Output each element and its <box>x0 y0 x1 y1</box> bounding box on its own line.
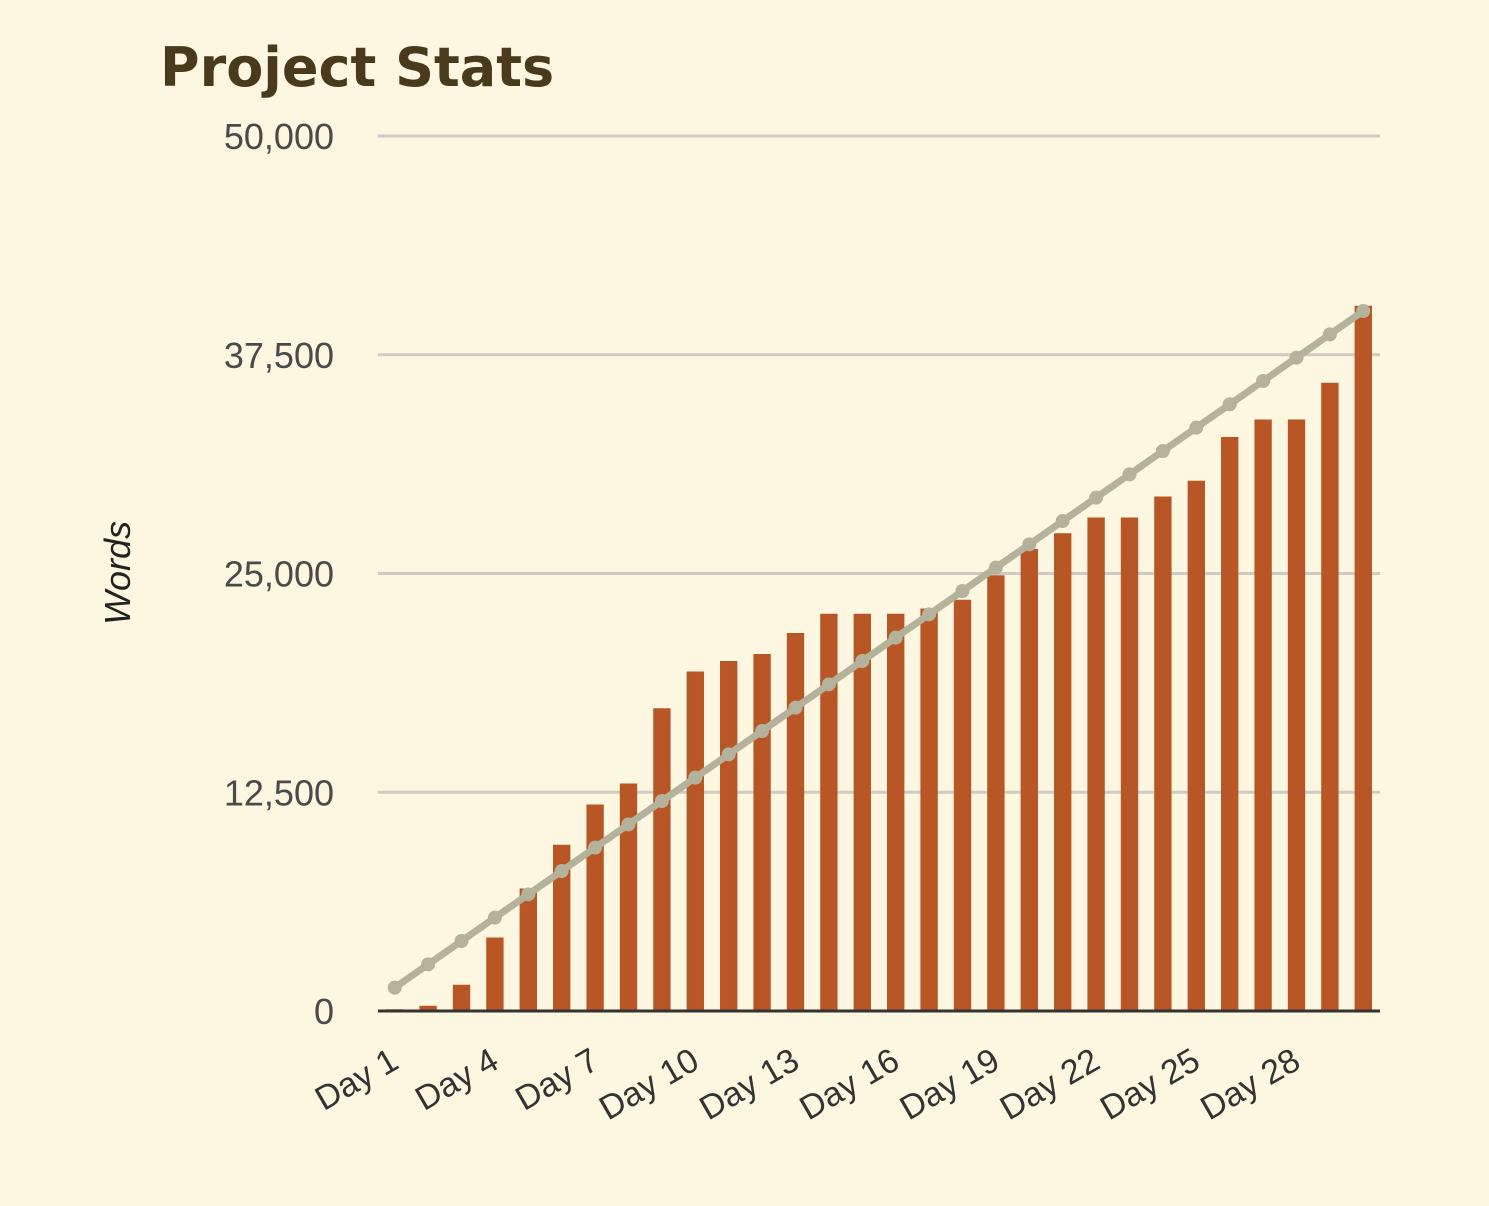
line-point <box>821 677 836 692</box>
line-point <box>454 934 469 948</box>
x-tick-label: Day 25 <box>1094 1041 1206 1128</box>
bar <box>1254 419 1272 1011</box>
line-point <box>421 957 436 972</box>
line-point <box>855 654 870 668</box>
line-path <box>392 308 1366 991</box>
bar <box>920 608 938 1011</box>
bar <box>586 804 604 1011</box>
bar <box>553 844 571 1011</box>
line-point <box>1222 397 1237 412</box>
bar <box>486 937 504 1011</box>
line-point <box>387 980 402 995</box>
bar <box>1087 517 1105 1011</box>
line-point <box>688 770 703 785</box>
bar <box>686 671 704 1011</box>
y-axis-label: Words <box>97 521 138 625</box>
bar <box>820 613 838 1011</box>
bar <box>1120 517 1139 1011</box>
line-point <box>654 794 669 808</box>
line-series <box>387 304 1371 995</box>
line-point <box>788 700 803 715</box>
bar <box>519 888 537 1011</box>
bar <box>953 599 972 1011</box>
x-tick-label: Day 13 <box>693 1041 805 1128</box>
x-tick-label: Day 10 <box>593 1041 705 1128</box>
bar <box>1187 480 1205 1011</box>
y-tick-label: 0 <box>314 991 334 1032</box>
bar <box>1221 437 1239 1011</box>
bar <box>786 633 805 1011</box>
line-point <box>621 817 636 832</box>
bar <box>1054 533 1072 1011</box>
line-point <box>1122 467 1137 482</box>
gridlines <box>378 134 1380 794</box>
line-point <box>588 840 603 855</box>
bar <box>753 654 771 1011</box>
x-tick-label: Day 22 <box>994 1041 1106 1128</box>
y-tick-label: 25,000 <box>224 554 334 595</box>
y-tick-label: 50,000 <box>224 116 334 157</box>
line-point <box>888 630 903 645</box>
bar <box>1287 419 1306 1011</box>
bar <box>619 783 638 1011</box>
bar <box>887 613 905 1011</box>
line-point <box>1289 350 1304 365</box>
bar <box>1020 549 1038 1011</box>
line-point <box>1256 374 1271 388</box>
line-point <box>1155 444 1170 458</box>
bar <box>653 708 671 1011</box>
bar <box>853 613 871 1011</box>
line-point <box>988 560 1003 575</box>
line-point <box>755 724 770 738</box>
line-point <box>922 607 937 622</box>
bar <box>1154 496 1172 1011</box>
line-point <box>487 910 502 925</box>
line-point <box>721 747 736 762</box>
bar <box>720 661 738 1011</box>
line-point <box>1055 514 1070 528</box>
bar <box>1321 382 1339 1011</box>
line-point <box>1322 327 1337 342</box>
line-point <box>955 584 970 598</box>
chart-title: Project Stats <box>160 36 555 99</box>
x-tick-label: Day 7 <box>509 1041 605 1118</box>
bar <box>987 575 1005 1011</box>
x-tick-label: Day 19 <box>894 1041 1006 1128</box>
line-point <box>554 864 569 878</box>
y-axis-ticks: 0 12,500 25,000 37,500 50,000 <box>224 116 334 1032</box>
line-point <box>1022 537 1037 552</box>
x-tick-label: Day 28 <box>1194 1041 1306 1128</box>
x-tick-label: Day 1 <box>309 1041 405 1118</box>
line-point <box>1356 304 1371 318</box>
line-point <box>1189 420 1204 435</box>
y-tick-label: 37,500 <box>224 335 334 376</box>
bar-series <box>386 305 1372 1011</box>
bar <box>452 984 471 1011</box>
x-tick-label: Day 16 <box>793 1041 905 1128</box>
x-tick-label: Day 4 <box>409 1041 505 1118</box>
y-tick-label: 12,500 <box>224 772 334 813</box>
bar <box>419 1005 437 1011</box>
line-point <box>521 887 536 902</box>
bar <box>1354 305 1372 1011</box>
line-point <box>1089 490 1104 505</box>
